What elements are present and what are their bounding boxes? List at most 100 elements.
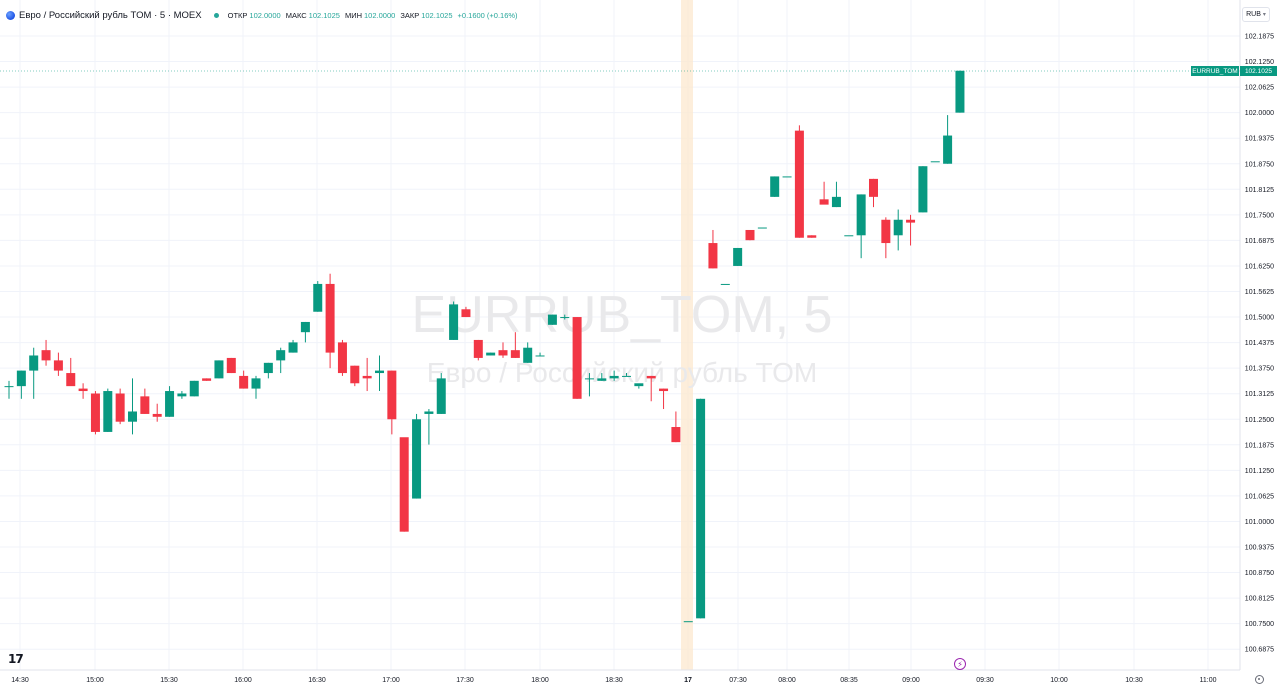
candle-body: [498, 350, 508, 356]
candle-body: [387, 370, 397, 420]
candle-body: [362, 375, 372, 379]
candle: [41, 339, 51, 366]
y-tick-label: 101.2500: [1245, 417, 1274, 424]
x-tick-label: 07:30: [729, 677, 747, 684]
candle: [733, 247, 743, 266]
candle: [535, 352, 545, 357]
x-tick-label: 15:00: [86, 677, 104, 684]
candle-body: [584, 378, 594, 380]
candle-body: [473, 339, 483, 358]
y-tick-label: 101.0000: [1245, 519, 1274, 526]
candle-body: [720, 283, 730, 285]
candle: [177, 391, 187, 399]
candle-body: [523, 347, 533, 363]
y-tick-label: 102.1250: [1245, 59, 1274, 66]
candle: [128, 378, 137, 435]
candle-body: [53, 360, 63, 371]
candle: [387, 370, 397, 435]
candle-body: [165, 391, 175, 417]
candle-body: [770, 176, 780, 197]
candle-body: [78, 388, 88, 392]
candle-body: [436, 378, 446, 414]
candle-body: [572, 317, 582, 399]
candle: [473, 339, 483, 361]
currency-button[interactable]: RUB ▾: [1242, 7, 1270, 22]
candle-body: [4, 386, 14, 388]
candle: [609, 370, 619, 381]
candle: [622, 373, 631, 377]
candle: [930, 161, 940, 163]
candle-body: [733, 247, 743, 266]
y-tick-label: 102.1875: [1245, 34, 1274, 41]
candle-body: [66, 373, 76, 387]
candle-body: [300, 321, 310, 333]
lightning-icon[interactable]: ⚡: [954, 658, 966, 670]
last-price-tag: 102.1025: [1240, 66, 1277, 76]
candle: [918, 166, 928, 213]
candle: [239, 370, 249, 389]
candle: [375, 355, 384, 392]
candle-body: [337, 342, 347, 374]
candle-body: [239, 375, 249, 389]
x-tick-label: 17:00: [382, 677, 400, 684]
x-tick-label: 16:00: [234, 677, 252, 684]
close-value: 102.1025: [421, 10, 453, 20]
low-value: 102.0000: [364, 10, 396, 20]
candle-body: [486, 352, 496, 356]
y-tick-label: 102.0000: [1245, 110, 1274, 117]
candle: [671, 411, 681, 443]
candle-body: [757, 227, 767, 229]
candle: [745, 229, 755, 241]
candle-body: [103, 391, 113, 432]
candle: [362, 357, 372, 392]
candle: [807, 235, 817, 238]
candle: [869, 178, 878, 208]
time-axis[interactable]: 14:30 15:00 15:30 16:00 16:30 17:00 17:30 18:00…: [11, 677, 1216, 684]
y-tick-label: 100.7500: [1245, 621, 1274, 628]
candle-body: [659, 388, 669, 392]
candle: [831, 181, 841, 208]
candle: [683, 621, 693, 623]
candle: [66, 357, 76, 387]
low-label: МИН: [344, 10, 363, 20]
candle: [696, 398, 706, 619]
candle-body: [449, 304, 459, 340]
candle: [436, 373, 446, 414]
candle: [794, 125, 804, 238]
market-status-icon[interactable]: [213, 12, 219, 18]
candle-body: [115, 393, 125, 422]
x-tick-label: 09:30: [976, 677, 994, 684]
candle: [78, 383, 88, 399]
candle: [424, 409, 434, 445]
y-tick-label: 100.6875: [1245, 647, 1274, 654]
candle-body: [856, 194, 866, 236]
candle-body: [535, 355, 545, 357]
grid: [0, 0, 1240, 670]
candle: [782, 176, 792, 178]
candle-body: [90, 393, 100, 432]
tradingview-logo-icon[interactable]: 17: [8, 652, 24, 666]
candle-body: [412, 419, 422, 499]
candle: [399, 437, 409, 532]
candle-body: [819, 199, 829, 205]
y-tick-label: 102.0625: [1245, 85, 1274, 92]
gear-icon[interactable]: [1255, 675, 1264, 684]
candle-body: [597, 378, 607, 381]
candle: [140, 388, 150, 414]
candle: [659, 388, 669, 410]
candle: [720, 283, 730, 285]
high-value: 102.1025: [308, 10, 340, 20]
candle: [412, 413, 422, 499]
candle: [844, 235, 854, 237]
symbol-title[interactable]: Евро / Российский рубль TOM · 5 · MOEX: [19, 9, 202, 21]
price-axis[interactable]: 102.1875 102.1250 102.0625 102.0000 101.9375…: [1245, 34, 1274, 654]
candle-body: [41, 350, 51, 361]
y-tick-label: 101.3125: [1245, 391, 1274, 398]
candle: [53, 352, 63, 376]
candle-body: [16, 370, 26, 387]
candle-body: [189, 380, 199, 397]
candle: [90, 391, 100, 435]
candle: [350, 365, 360, 387]
x-tick-label: 09:00: [902, 677, 920, 684]
